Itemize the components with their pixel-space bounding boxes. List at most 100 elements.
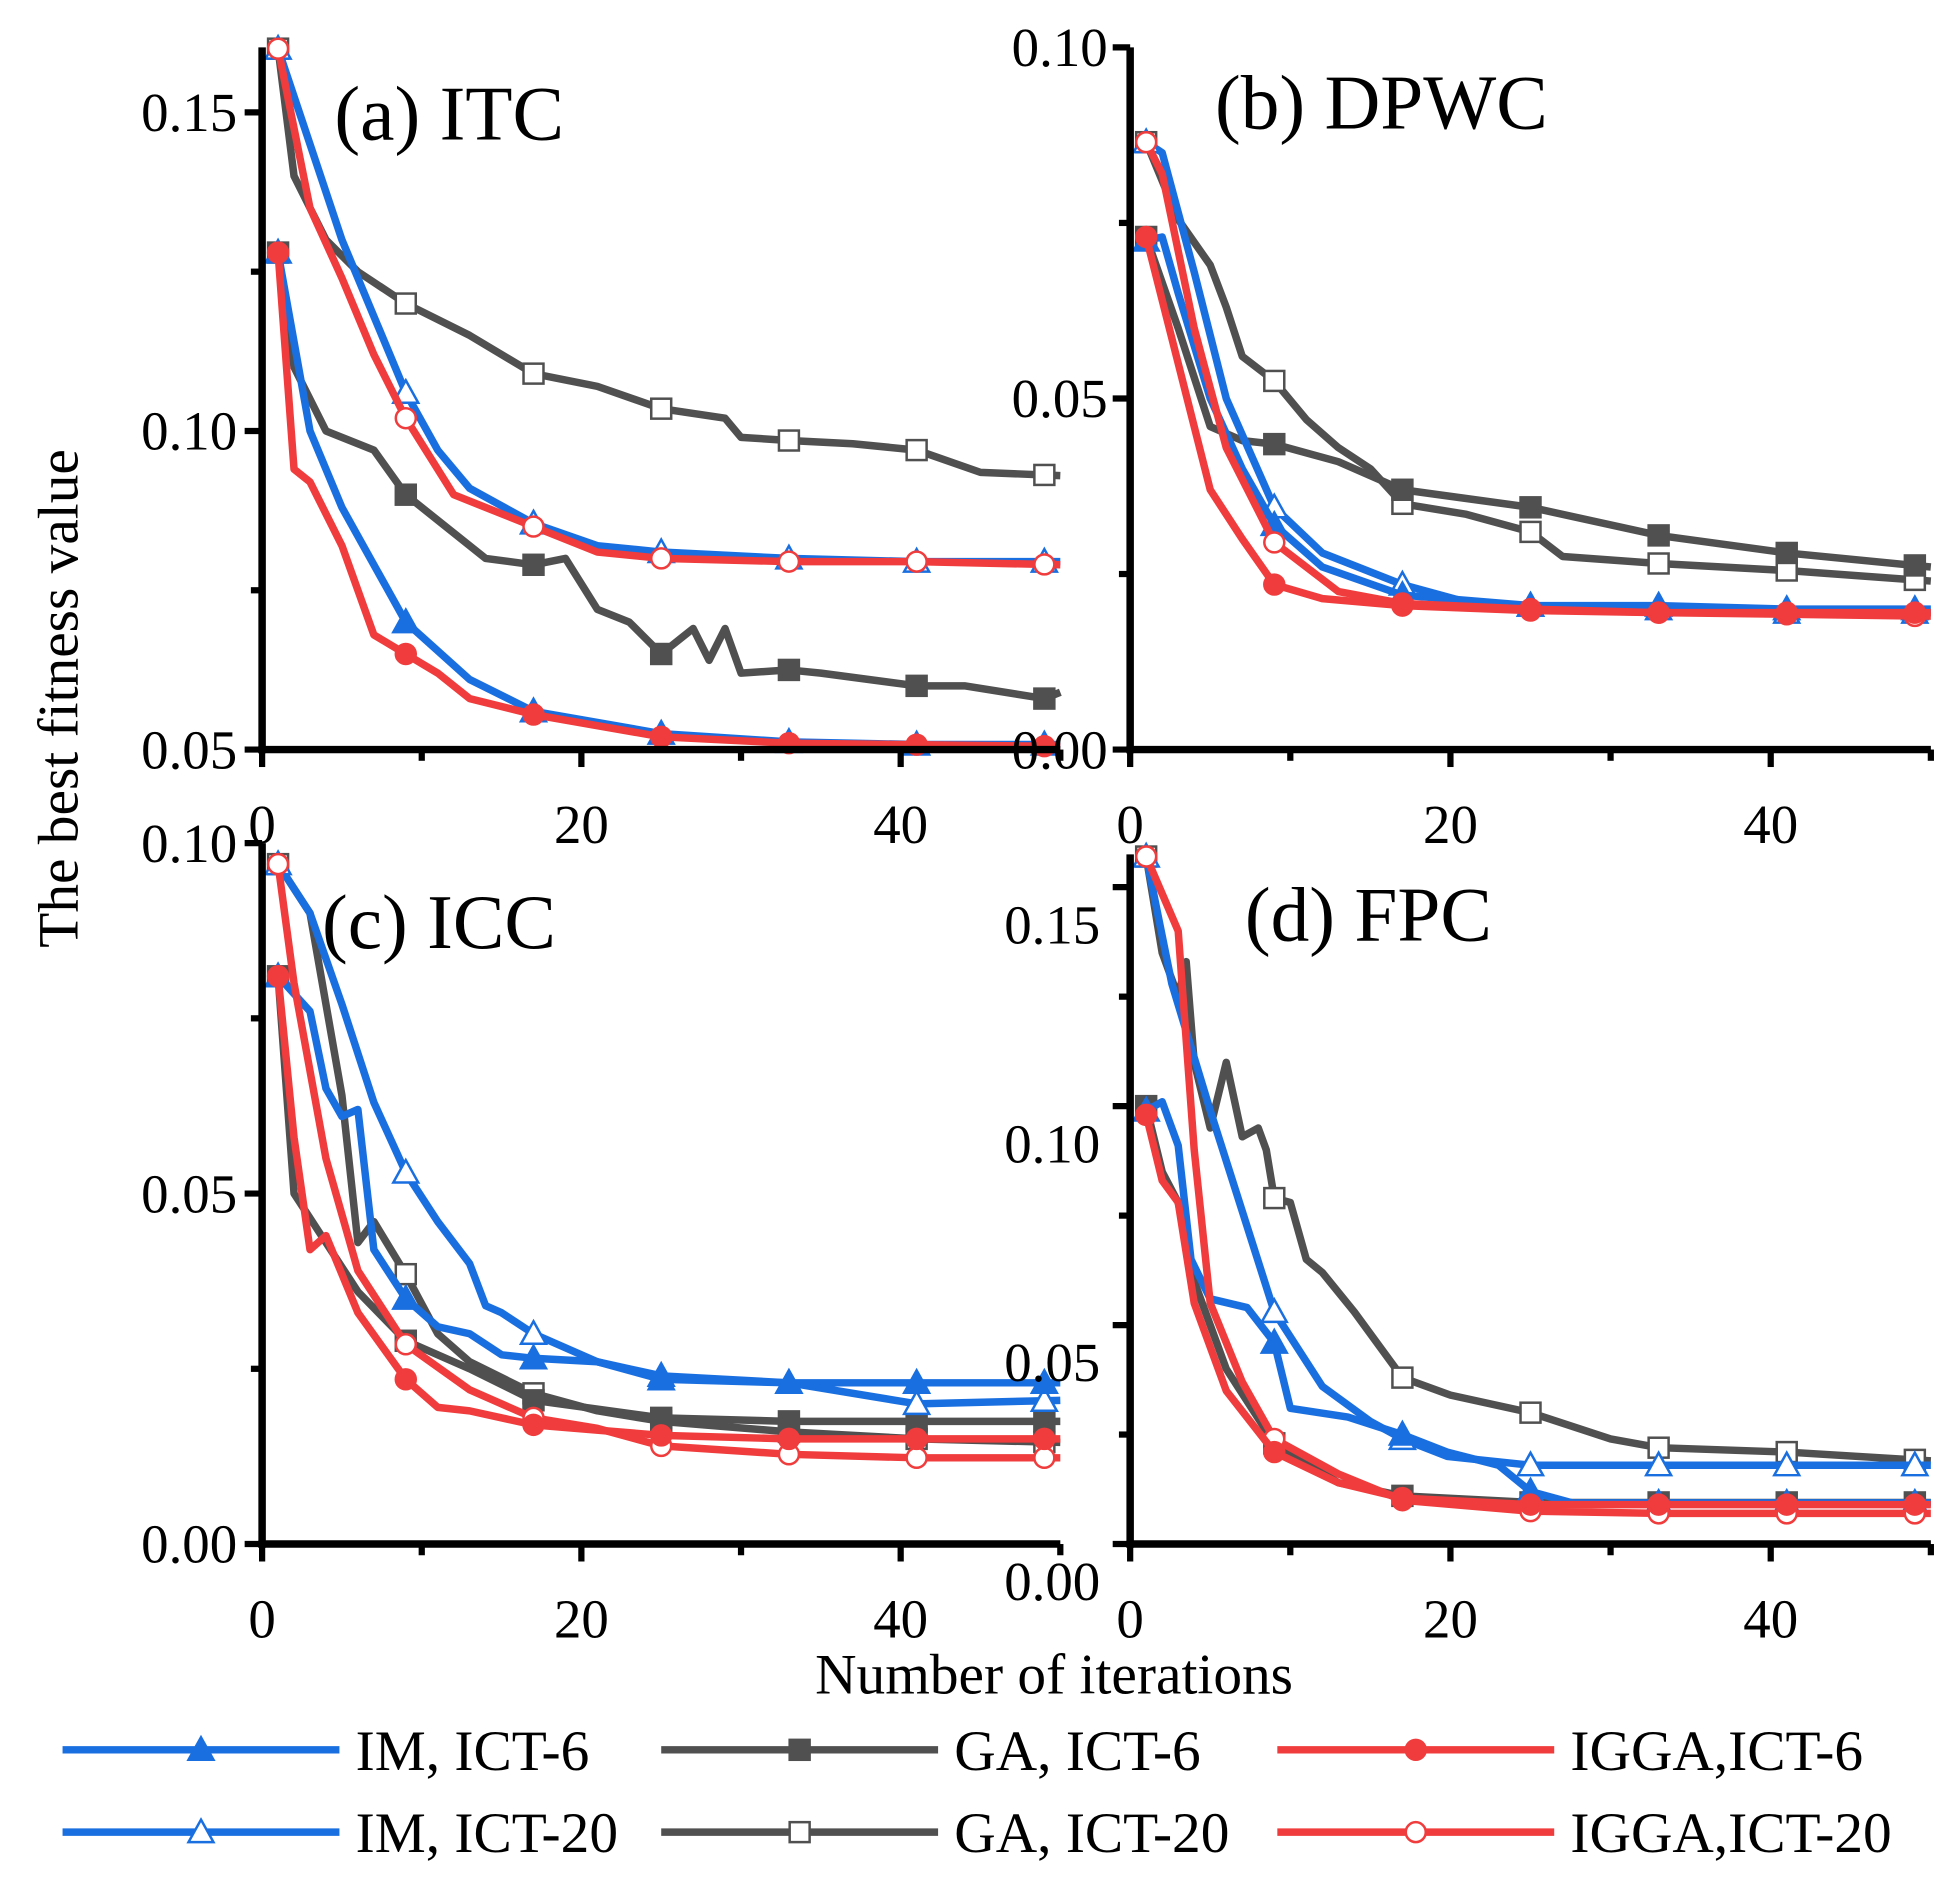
marker-IM6 [391, 607, 421, 634]
y-tick-label: 0.10 [1004, 1113, 1100, 1174]
y-tick-label: 0.00 [141, 1514, 237, 1575]
legend-entry-IM6: IM, ICT-6 [62, 1720, 590, 1783]
marker-IGGA6 [649, 725, 673, 749]
x-tick-label: 20 [1423, 794, 1478, 855]
marker-IGGA20 [649, 547, 673, 570]
legend-marker-icon [788, 1738, 811, 1762]
y-tick-label: 0.15 [1004, 894, 1100, 955]
marker-IGGA6 [1775, 601, 1798, 624]
marker-IGGA6 [1647, 601, 1670, 624]
marker-IGGA6 [522, 1413, 545, 1437]
marker-GA6 [1033, 687, 1056, 710]
legend-marker-icon [1404, 1820, 1427, 1844]
marker-GA20 [1519, 1401, 1542, 1424]
marker-IM20 [1644, 1450, 1674, 1477]
marker-GA6 [1263, 432, 1286, 456]
marker-IGGA6 [1134, 225, 1158, 249]
marker-IGGA20 [905, 1446, 928, 1470]
legend-label: GA, ICT-20 [954, 1802, 1229, 1865]
marker-IGGA6 [394, 1368, 418, 1391]
marker-IM20 [902, 1388, 932, 1416]
x-tick-label: 0 [1116, 1589, 1143, 1650]
marker-GA20 [1263, 369, 1286, 393]
legend-marker-icon [1404, 1738, 1427, 1762]
marker-IGGA6 [649, 1424, 673, 1447]
marker-IGGA6 [1775, 1493, 1798, 1516]
marker-IGGA20 [522, 515, 545, 538]
marker-IM20 [391, 377, 421, 404]
y-tick-label: 0.05 [1012, 368, 1108, 429]
legend-label: IGGA,ICT-20 [1570, 1802, 1891, 1865]
marker-IGGA6 [1263, 573, 1286, 596]
marker-GA20 [1647, 552, 1670, 575]
panel-title: (c) ICC [322, 879, 556, 965]
series-line-IGGA20 [274, 863, 1061, 1462]
series-line-IM6 [1144, 1098, 1931, 1507]
marker-IM6 [1387, 1419, 1417, 1446]
marker-IM20 [1515, 1450, 1546, 1477]
series-line-IGGA6 [274, 252, 1061, 751]
x-tick-label: 20 [554, 1589, 609, 1650]
marker-IGGA20 [1263, 531, 1286, 554]
panel-c: 0 20 40 0.00 0.05 0.10 (c) ICC [141, 813, 1064, 1650]
legend-label: GA, ICT-6 [954, 1720, 1200, 1783]
marker-IM6 [646, 1364, 676, 1391]
marker-GA6 [1775, 541, 1798, 565]
marker-IGGA6 [1903, 1493, 1927, 1516]
legend-label: IGGA,ICT-6 [1570, 1720, 1863, 1783]
legend-entry-IM20: IM, ICT-20 [62, 1802, 618, 1865]
marker-IGGA6 [1391, 1486, 1414, 1510]
marker-IM6 [391, 1283, 421, 1310]
marker-IM20 [1029, 1385, 1059, 1412]
marker-IGGA6 [1903, 601, 1927, 624]
x-tick-label: 40 [873, 1589, 928, 1650]
y-axis-label: The best fitness value [28, 449, 91, 948]
panel-title: (d) FPC [1245, 871, 1492, 957]
marker-GA20 [1519, 520, 1542, 544]
x-tick-label: 0 [1116, 794, 1143, 855]
marker-IGGA6 [1263, 1440, 1286, 1464]
marker-IGGA20 [1134, 845, 1158, 868]
legend-label: IM, ICT-6 [356, 1720, 590, 1783]
legend: IM, ICT-6 GA, ICT-6 IGGA,ICT-6 IM, ICT-20 GA… [62, 1720, 1892, 1865]
y-tick-label: 0.10 [141, 813, 237, 874]
marker-IM20 [391, 1157, 421, 1184]
marker-GA20 [1033, 463, 1056, 487]
marker-GA20 [522, 362, 545, 385]
y-tick-label: 0.15 [141, 82, 237, 143]
marker-GA6 [1391, 478, 1414, 501]
x-tick-label: 40 [873, 794, 928, 855]
panel-d: 0 20 40 0.00 0.05 0.10 0.15 (d) FPC [1004, 841, 1934, 1650]
marker-IGGA6 [1391, 594, 1414, 617]
panel-title: (b) DPWC [1215, 59, 1548, 145]
panel-a: 0 20 400.050.100.15 (a) ITC [141, 33, 1064, 855]
marker-IGGA20 [905, 550, 928, 573]
marker-GA6 [394, 483, 418, 506]
series-line-GA20 [1142, 140, 1932, 585]
y-tick-label: 0.05 [1004, 1332, 1100, 1393]
marker-IGGA6 [1519, 599, 1542, 622]
x-tick-label: 20 [1423, 1589, 1478, 1650]
legend-entry-IGGA20: IGGA,ICT-20 [1277, 1802, 1892, 1865]
marker-IGGA20 [394, 1333, 418, 1356]
marker-GA6 [649, 642, 673, 666]
marker-GA6 [777, 658, 801, 682]
series-line-GA6 [274, 976, 1061, 1426]
panel-title: (a) ITC [334, 71, 564, 157]
panel-b: 0 20 40 0.00 0.05 0.10 (b) DPWC [1012, 17, 1934, 855]
y-tick-label: 0.05 [141, 719, 237, 780]
marker-IM20 [1259, 1296, 1289, 1324]
legend-entry-IGGA6: IGGA,ICT-6 [1277, 1720, 1863, 1783]
marker-IGGA20 [777, 550, 801, 573]
marker-IGGA20 [266, 37, 290, 60]
marker-IM6 [902, 1367, 932, 1395]
series-line-GA20 [274, 862, 1061, 1447]
series-line-GA6 [274, 252, 1062, 703]
legend-label: IM, ICT-20 [356, 1802, 618, 1865]
marker-IM6 [774, 1367, 804, 1395]
marker-IGGA6 [1519, 1493, 1542, 1516]
marker-IM20 [1772, 1450, 1802, 1477]
marker-IGGA6 [266, 965, 290, 988]
marker-IGGA20 [266, 852, 290, 876]
y-tick-label: 0.00 [1004, 1551, 1100, 1612]
